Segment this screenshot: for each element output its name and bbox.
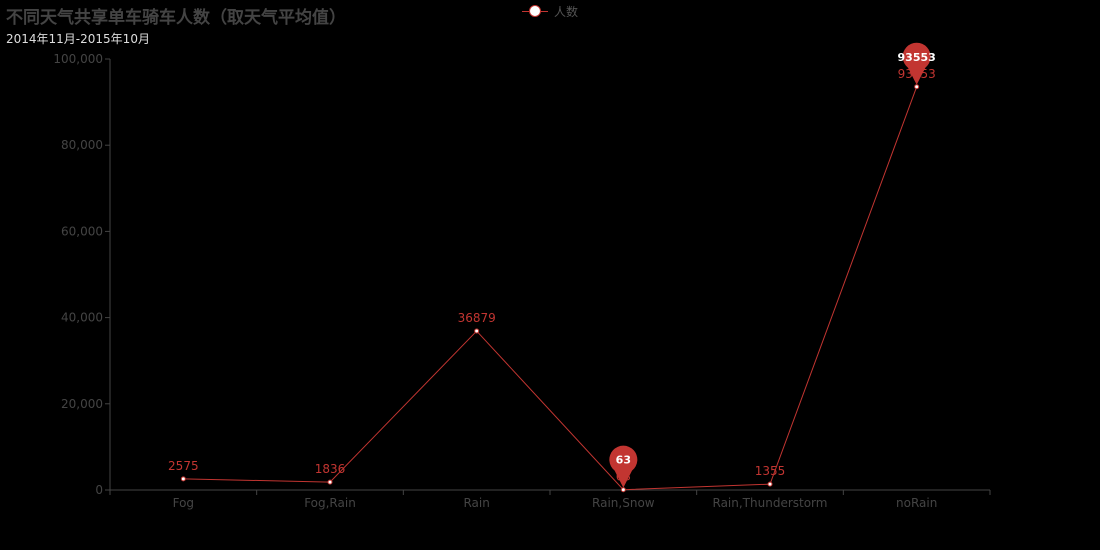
x-tick-label: Rain,Thunderstorm [713,496,828,510]
legend[interactable]: 人数 [522,2,578,20]
legend-label: 人数 [554,4,579,19]
chart-subtitle: 2014年11月-2015年10月 [6,32,150,46]
y-tick-label: 0 [95,483,103,497]
data-point [327,479,333,485]
series-line [183,86,918,491]
x-tick-label: Fog,Rain [304,496,356,510]
x-tick-label: noRain [896,496,937,510]
data-point [180,476,186,482]
legend-line-icon [522,4,548,18]
data-label: 2575 [168,459,199,473]
chart-title: 不同天气共享单车骑车人数（取天气平均值） [6,8,346,28]
data-point [767,481,773,487]
max-marker-label: 93553 [898,51,936,64]
min-marker-pin [609,445,638,488]
x-tick-label: Rain,Snow [592,496,655,510]
x-tick-label: Rain [463,496,489,510]
y-tick-label: 80,000 [61,138,103,152]
data-label: 36879 [458,311,496,325]
data-label: 1355 [755,464,786,478]
data-point [474,328,480,334]
min-marker-label: 63 [616,454,631,467]
y-tick-label: 20,000 [61,397,103,411]
data-point [914,84,920,90]
y-tick-label: 100,000 [53,52,103,66]
max-marker-pin [902,42,931,85]
x-tick-label: Fog [173,496,194,510]
data-label: 1836 [315,462,346,476]
data-point [620,487,626,493]
y-tick-label: 60,000 [61,224,103,238]
y-tick-label: 40,000 [61,311,103,325]
